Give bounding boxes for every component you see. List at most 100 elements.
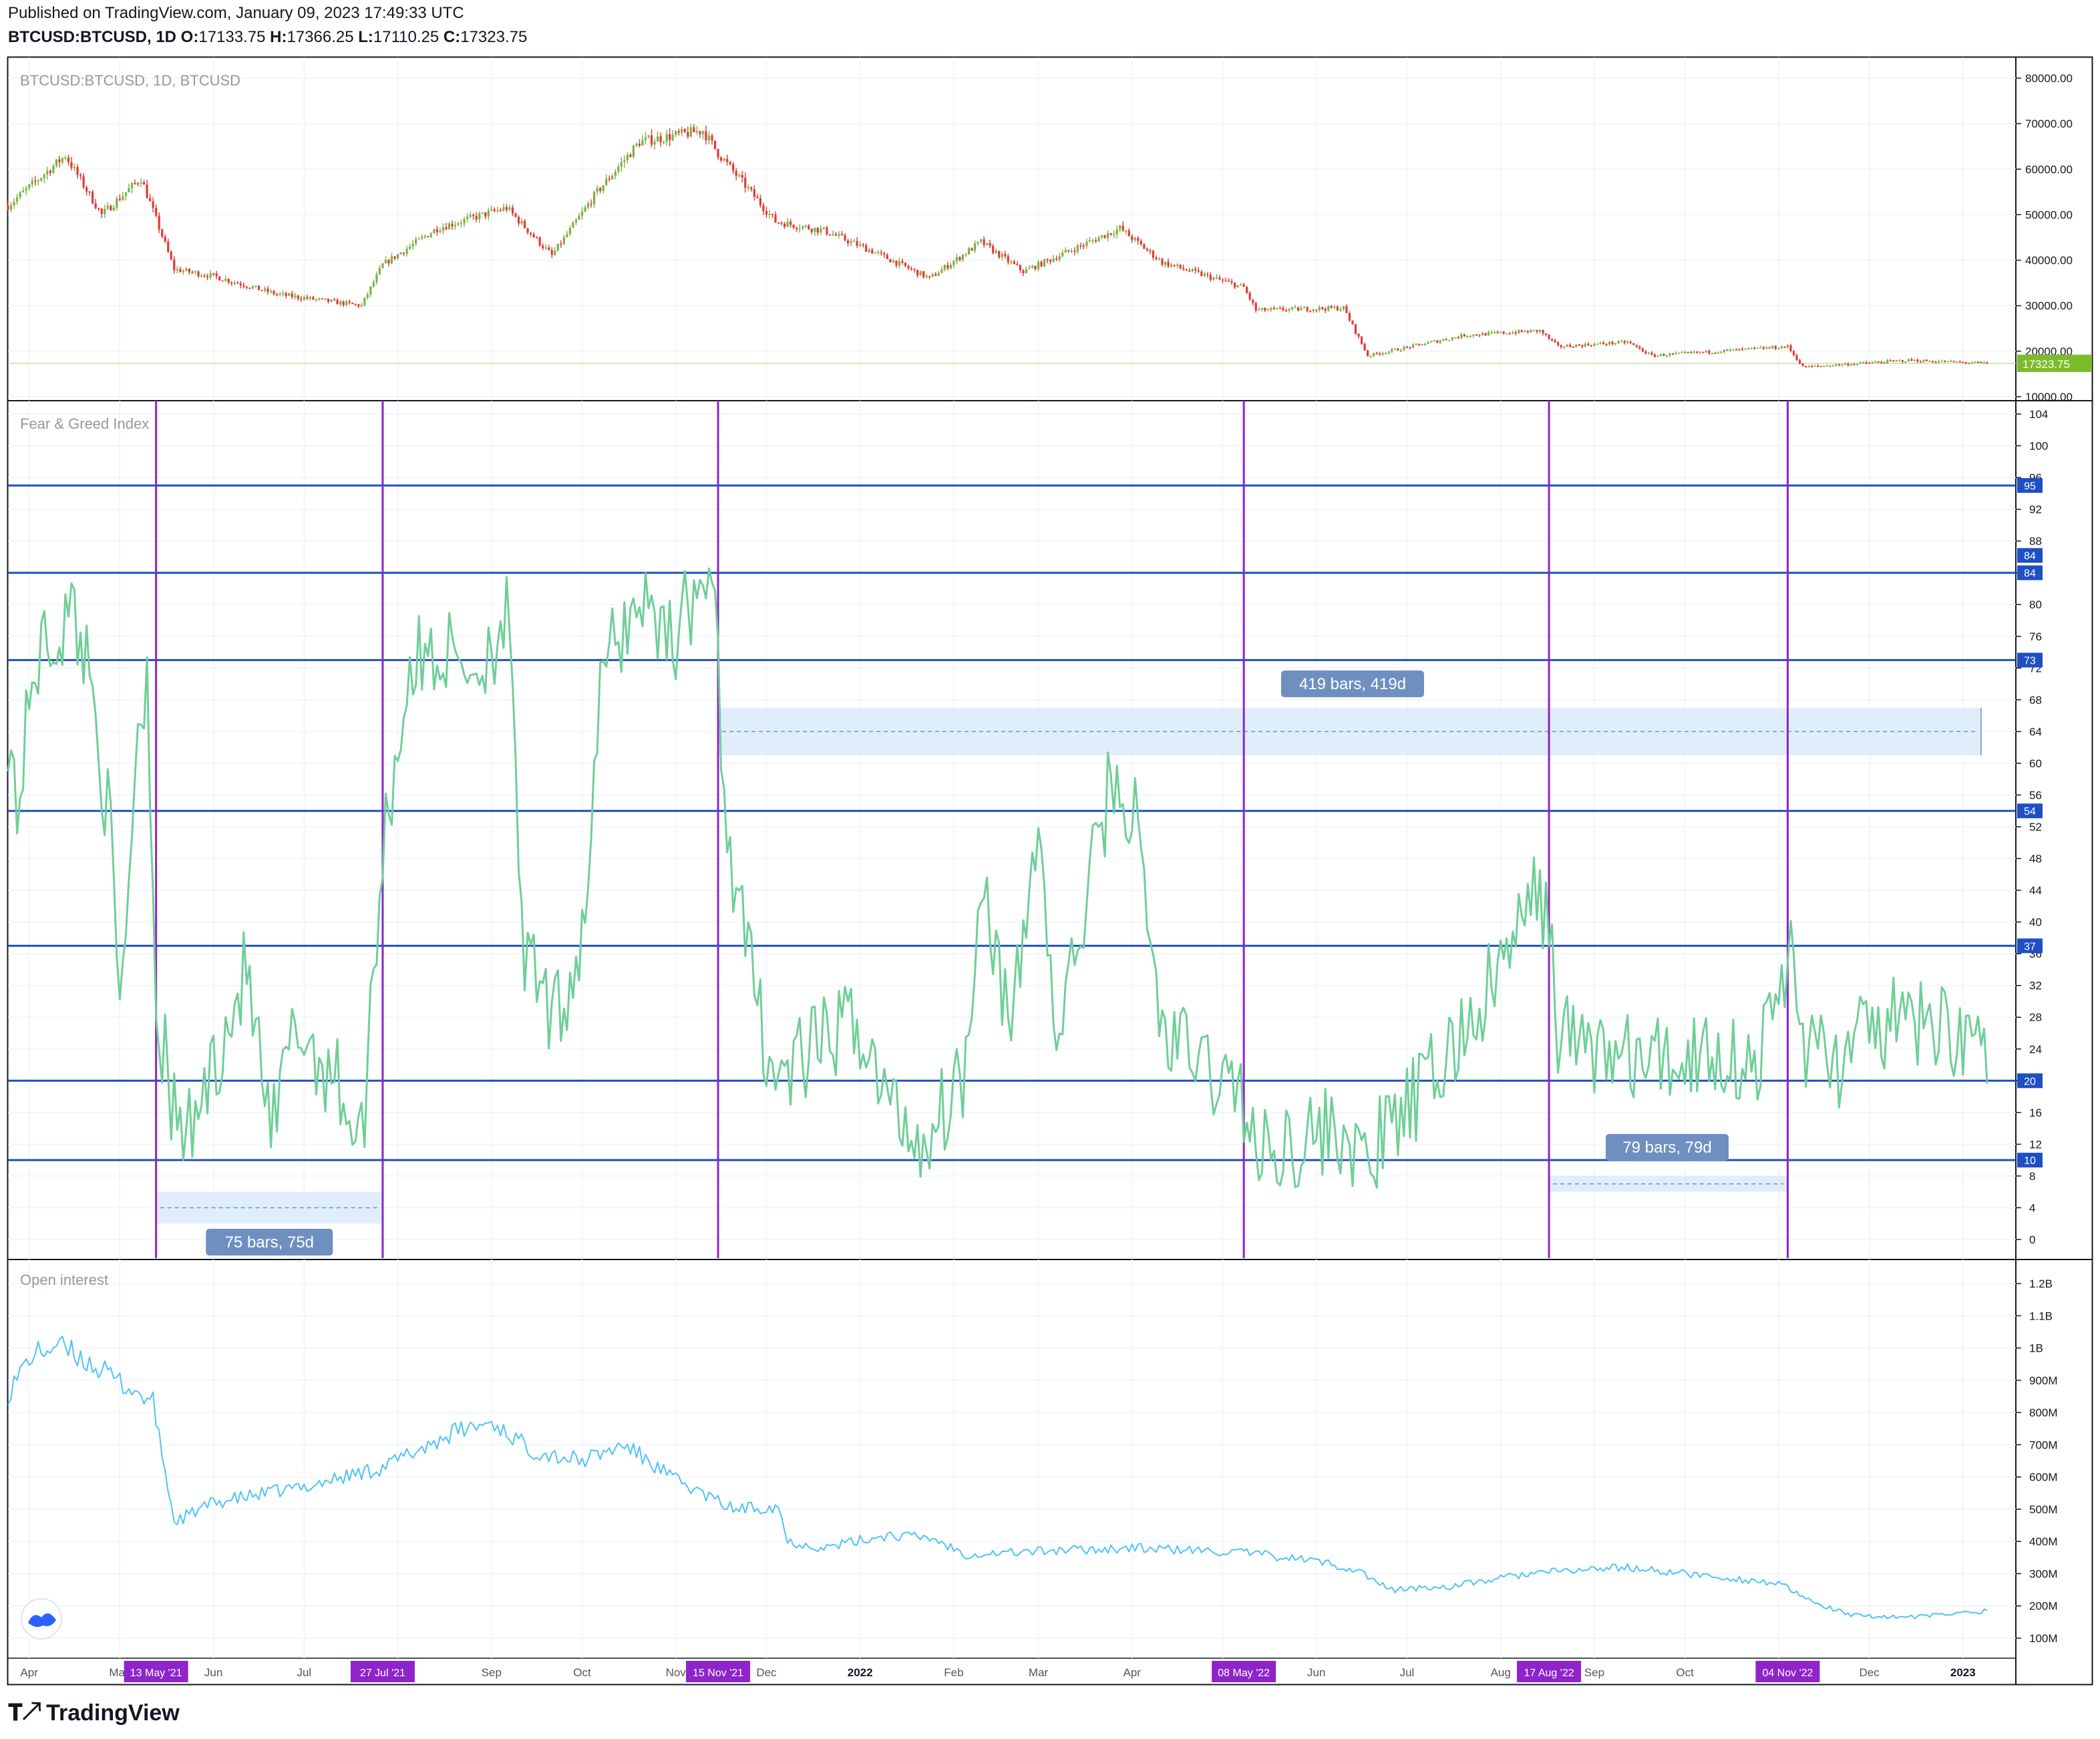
candle-body [61, 158, 64, 163]
candle-body [496, 210, 499, 212]
candle-body [986, 243, 989, 245]
candle-body [995, 250, 997, 253]
time-axis-label: Feb [944, 1666, 963, 1679]
candle-body [279, 294, 281, 295]
candle-body [1260, 308, 1263, 310]
candle-body [1097, 237, 1100, 242]
oi-axis-label: 900M [2029, 1374, 2058, 1387]
candle-body [931, 274, 934, 276]
candle-body [1487, 332, 1490, 336]
candle-body [203, 275, 206, 277]
candle-body [366, 294, 369, 298]
time-axis-label: Dec [1859, 1666, 1880, 1679]
candle-body [170, 252, 172, 260]
candle-body [257, 285, 260, 291]
candle-body [499, 210, 502, 212]
candle-body [1786, 345, 1789, 348]
symbol-label: BTCUSD:BTCUSD, 1D [8, 28, 176, 46]
candle-body [1079, 245, 1082, 246]
candle-body [1684, 352, 1687, 353]
chart-frame [7, 56, 2093, 1686]
date-marker-label: 13 May '21 [130, 1668, 182, 1679]
candle-body [303, 297, 305, 300]
fg-axis-label: 44 [2029, 884, 2042, 897]
date-range-box[interactable] [1549, 1175, 1788, 1192]
candle-body [1490, 332, 1493, 333]
candle-body [1439, 341, 1441, 343]
candle-body [1708, 351, 1711, 353]
candle-body [435, 229, 438, 232]
high-label: H: [270, 28, 287, 46]
candle-body [1278, 308, 1282, 309]
candle-body [1494, 332, 1496, 333]
fg-axis-label: 28 [2029, 1011, 2042, 1024]
candle-body [898, 260, 901, 266]
candle-body [729, 162, 731, 164]
candle-body [647, 135, 650, 138]
candle-body [1542, 329, 1544, 334]
candle-body [1798, 360, 1801, 364]
candle-body [865, 245, 868, 252]
candle-body [1705, 351, 1707, 353]
candle-body [1844, 363, 1846, 365]
candle-body [874, 252, 876, 254]
time-axis-label: Aug [1491, 1666, 1511, 1679]
candle-body [1635, 345, 1638, 347]
oi-axis-label: 100M [2029, 1632, 2058, 1645]
candle-body [1720, 352, 1723, 353]
date-range-label: 419 bars, 419d [1299, 675, 1406, 693]
oi-axis-label: 1.2B [2029, 1278, 2053, 1290]
candle-body [895, 260, 898, 266]
candle-body [1109, 233, 1112, 235]
candle-body [351, 303, 354, 305]
price-axis-label: 70000.00 [2025, 118, 2073, 130]
candle-body [1463, 334, 1466, 337]
candle-body [705, 131, 707, 140]
candle-body [1853, 364, 1856, 365]
candle-body [1423, 344, 1427, 345]
candle-body [834, 234, 838, 236]
candle-body [536, 237, 538, 238]
candle-body [1466, 336, 1469, 337]
candle-body [523, 220, 526, 228]
candle-body [1242, 284, 1245, 287]
candle-body [1550, 339, 1554, 341]
candle-body [282, 293, 285, 295]
candle-body [318, 298, 321, 300]
candle-body [762, 205, 765, 211]
candle-body [592, 192, 596, 205]
candle-body [502, 207, 505, 211]
candle-body [1868, 363, 1871, 364]
candle-body [671, 134, 674, 140]
level-badge [2017, 938, 2043, 954]
candle-body [1768, 347, 1771, 349]
candle-body [1369, 356, 1372, 357]
candle-body [1774, 346, 1777, 349]
candle-body [925, 276, 928, 278]
candle-body [460, 223, 463, 224]
candle-body [469, 214, 472, 217]
candle-body [1103, 235, 1106, 238]
candle-body [1185, 269, 1188, 271]
candle-body [1608, 341, 1611, 345]
candle-body [1019, 264, 1022, 270]
candle-body [70, 162, 73, 168]
candle-body [312, 297, 315, 300]
candle-body [218, 276, 221, 281]
candle-body [1883, 362, 1886, 364]
candle-body [1152, 250, 1155, 258]
candle-body [1227, 280, 1230, 282]
candle-body [1962, 361, 1964, 363]
candle-body [1373, 353, 1375, 357]
tradingview-logo[interactable]: 𝐓↗ TradingView [8, 1700, 180, 1726]
cloud-icon [28, 1613, 56, 1627]
candle-body [1115, 229, 1118, 234]
date-marker-badge [124, 1661, 188, 1682]
candle-body [1871, 362, 1874, 363]
candle-body [1254, 303, 1257, 311]
candle-body [1016, 264, 1019, 265]
candle-body [1140, 240, 1142, 244]
candle-body [403, 252, 405, 254]
candle-body [1502, 331, 1505, 334]
